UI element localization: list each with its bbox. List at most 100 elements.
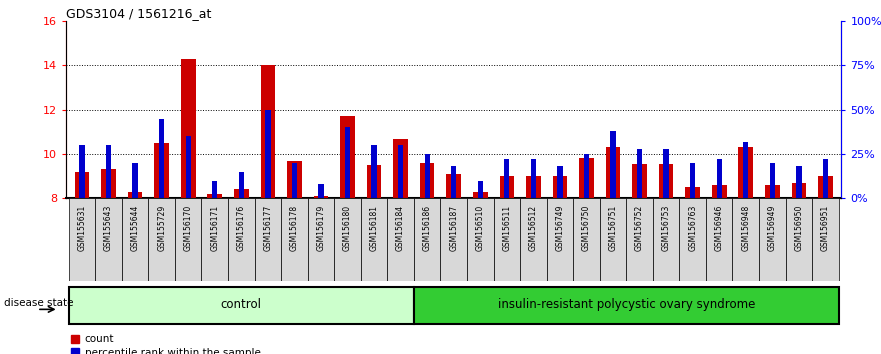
Text: GSM155631: GSM155631 bbox=[78, 205, 86, 251]
Text: GSM156178: GSM156178 bbox=[290, 205, 299, 251]
FancyBboxPatch shape bbox=[812, 198, 839, 281]
FancyBboxPatch shape bbox=[307, 198, 334, 281]
FancyBboxPatch shape bbox=[95, 198, 122, 281]
Bar bbox=[106, 145, 111, 198]
Bar bbox=[584, 154, 589, 198]
Bar bbox=[473, 192, 487, 198]
Bar bbox=[292, 163, 297, 198]
FancyBboxPatch shape bbox=[706, 198, 732, 281]
Bar bbox=[239, 172, 244, 198]
FancyBboxPatch shape bbox=[786, 198, 812, 281]
Text: control: control bbox=[221, 298, 262, 311]
FancyBboxPatch shape bbox=[334, 198, 361, 281]
Bar bbox=[606, 147, 620, 198]
FancyBboxPatch shape bbox=[653, 198, 679, 281]
FancyBboxPatch shape bbox=[679, 198, 706, 281]
FancyBboxPatch shape bbox=[228, 198, 255, 281]
FancyBboxPatch shape bbox=[122, 198, 148, 281]
FancyBboxPatch shape bbox=[732, 198, 759, 281]
Bar bbox=[738, 147, 753, 198]
Bar bbox=[478, 181, 483, 198]
Bar bbox=[765, 185, 780, 198]
Bar bbox=[637, 149, 642, 198]
FancyBboxPatch shape bbox=[414, 198, 440, 281]
Bar bbox=[261, 65, 275, 198]
Bar bbox=[366, 165, 381, 198]
Text: GSM156951: GSM156951 bbox=[821, 205, 830, 251]
Bar bbox=[372, 145, 377, 198]
FancyBboxPatch shape bbox=[600, 198, 626, 281]
Bar bbox=[154, 143, 169, 198]
Bar bbox=[663, 149, 669, 198]
Text: GSM156184: GSM156184 bbox=[396, 205, 405, 251]
Text: GSM156510: GSM156510 bbox=[476, 205, 485, 251]
Text: GSM156179: GSM156179 bbox=[316, 205, 325, 251]
FancyBboxPatch shape bbox=[255, 198, 281, 281]
Text: GSM156950: GSM156950 bbox=[795, 205, 803, 251]
Text: GSM156752: GSM156752 bbox=[635, 205, 644, 251]
Bar bbox=[75, 172, 89, 198]
Bar bbox=[132, 163, 137, 198]
Bar bbox=[159, 119, 165, 198]
Bar bbox=[504, 159, 509, 198]
Bar bbox=[420, 163, 434, 198]
Text: GSM156946: GSM156946 bbox=[714, 205, 723, 251]
FancyBboxPatch shape bbox=[759, 198, 786, 281]
Text: insulin-resistant polycystic ovary syndrome: insulin-resistant polycystic ovary syndr… bbox=[498, 298, 755, 311]
Bar bbox=[526, 176, 541, 198]
Text: GSM156181: GSM156181 bbox=[369, 205, 379, 251]
Bar bbox=[128, 192, 143, 198]
Bar bbox=[558, 166, 563, 198]
Bar bbox=[287, 161, 301, 198]
Text: GDS3104 / 1561216_at: GDS3104 / 1561216_at bbox=[66, 7, 211, 20]
Bar bbox=[265, 110, 270, 198]
Bar bbox=[743, 142, 749, 198]
Bar bbox=[796, 166, 802, 198]
FancyBboxPatch shape bbox=[202, 198, 228, 281]
Text: GSM156949: GSM156949 bbox=[768, 205, 777, 251]
Bar bbox=[552, 176, 567, 198]
Bar bbox=[186, 136, 191, 198]
Bar bbox=[500, 176, 515, 198]
FancyBboxPatch shape bbox=[281, 198, 307, 281]
Bar bbox=[425, 154, 430, 198]
Bar bbox=[451, 166, 456, 198]
Bar bbox=[659, 164, 673, 198]
FancyBboxPatch shape bbox=[574, 198, 600, 281]
FancyBboxPatch shape bbox=[440, 198, 467, 281]
Bar bbox=[79, 145, 85, 198]
Bar bbox=[207, 194, 222, 198]
Text: GSM156751: GSM156751 bbox=[609, 205, 618, 251]
Bar bbox=[791, 183, 806, 198]
Bar bbox=[611, 131, 616, 198]
Bar bbox=[212, 181, 218, 198]
Text: GSM156753: GSM156753 bbox=[662, 205, 670, 251]
Bar bbox=[579, 159, 594, 198]
Legend: count, percentile rank within the sample: count, percentile rank within the sample bbox=[71, 335, 261, 354]
Text: GSM156187: GSM156187 bbox=[449, 205, 458, 251]
Bar bbox=[823, 159, 828, 198]
Text: GSM156749: GSM156749 bbox=[555, 205, 565, 251]
Bar bbox=[530, 159, 536, 198]
Bar bbox=[447, 174, 461, 198]
FancyBboxPatch shape bbox=[626, 198, 653, 281]
Bar bbox=[234, 189, 248, 198]
Text: GSM156177: GSM156177 bbox=[263, 205, 272, 251]
FancyBboxPatch shape bbox=[388, 198, 414, 281]
Text: GSM156180: GSM156180 bbox=[343, 205, 352, 251]
Bar bbox=[340, 116, 355, 198]
FancyBboxPatch shape bbox=[361, 198, 388, 281]
Text: GSM155729: GSM155729 bbox=[157, 205, 167, 251]
FancyBboxPatch shape bbox=[175, 198, 202, 281]
Bar bbox=[398, 145, 403, 198]
Text: GSM156176: GSM156176 bbox=[237, 205, 246, 251]
Text: GSM156170: GSM156170 bbox=[184, 205, 193, 251]
Bar bbox=[314, 196, 329, 198]
Text: GSM156512: GSM156512 bbox=[529, 205, 538, 251]
Bar bbox=[393, 138, 408, 198]
Text: GSM156171: GSM156171 bbox=[211, 205, 219, 251]
Text: disease state: disease state bbox=[4, 298, 74, 308]
Bar bbox=[818, 176, 833, 198]
FancyBboxPatch shape bbox=[493, 198, 520, 281]
Bar bbox=[716, 159, 722, 198]
